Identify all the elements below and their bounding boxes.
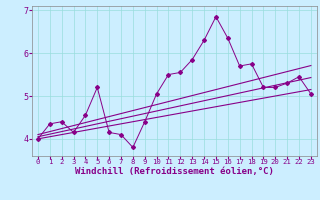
X-axis label: Windchill (Refroidissement éolien,°C): Windchill (Refroidissement éolien,°C) — [75, 167, 274, 176]
